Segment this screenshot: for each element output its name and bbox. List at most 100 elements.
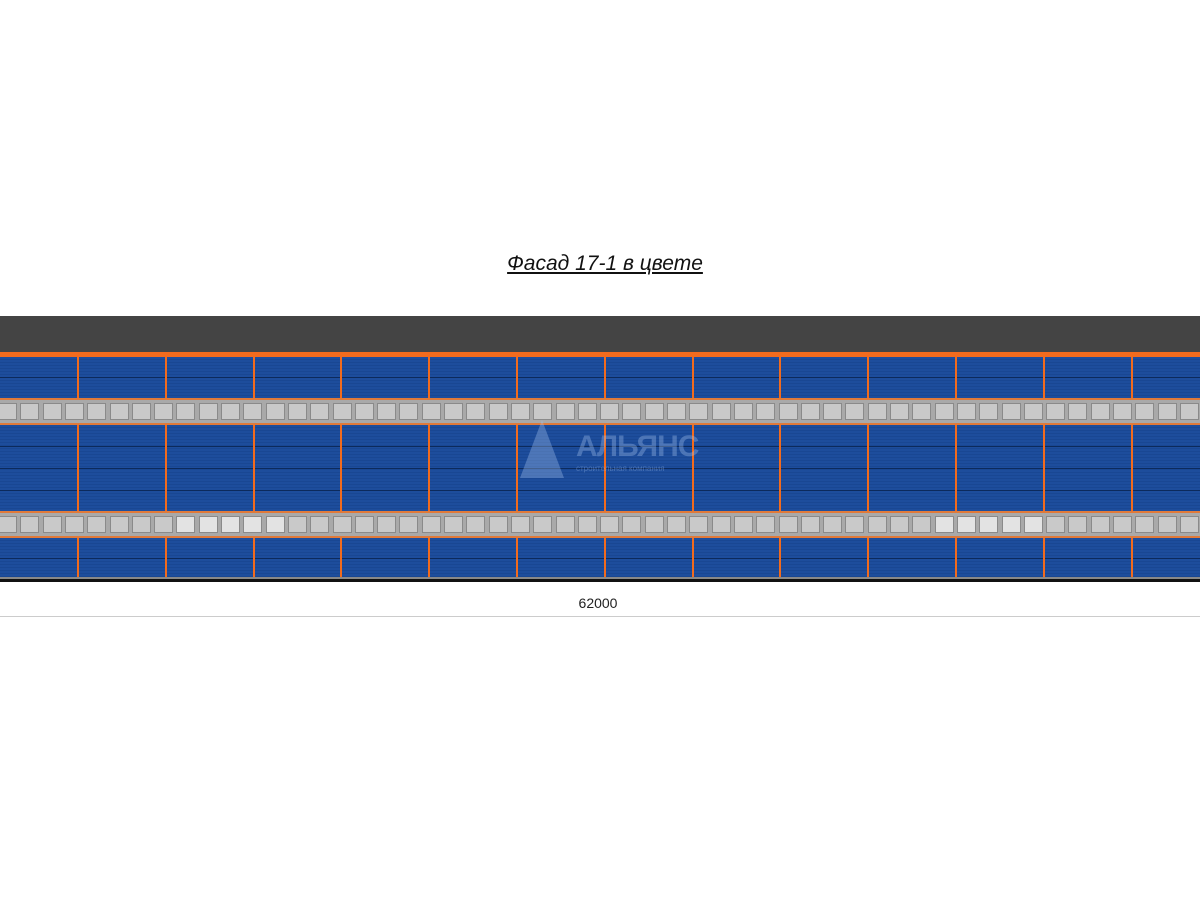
pilaster xyxy=(1042,425,1045,511)
window-pane xyxy=(42,516,62,533)
pilaster xyxy=(252,538,255,577)
pilaster xyxy=(340,425,343,511)
pilaster xyxy=(603,538,606,577)
window-pane xyxy=(800,516,820,533)
window-pane xyxy=(332,516,352,533)
window-strip-upper xyxy=(0,398,1200,425)
window-pane xyxy=(42,403,62,420)
window-pane xyxy=(176,403,196,420)
window-pane xyxy=(711,516,731,533)
window-strip-lower xyxy=(0,511,1200,538)
pilaster xyxy=(516,425,518,511)
window-pane xyxy=(287,403,307,420)
window-pane xyxy=(644,403,664,420)
window-pane xyxy=(845,516,865,533)
pilaster xyxy=(867,538,870,577)
window-pane xyxy=(1135,516,1155,533)
window-pane xyxy=(466,403,486,420)
window-pane xyxy=(87,403,107,420)
ground-line xyxy=(0,579,1200,582)
window-pane xyxy=(644,516,664,533)
pilaster xyxy=(955,425,957,511)
pilaster xyxy=(516,538,518,577)
pilaster xyxy=(428,425,431,511)
window-pane xyxy=(533,516,553,533)
window-pane xyxy=(912,403,932,420)
drawing-title: Фасад 17-1 в цвете xyxy=(507,252,703,275)
watermark-subtitle: строительная компания xyxy=(576,464,665,473)
window-pane xyxy=(354,516,374,533)
window-pane xyxy=(1023,516,1043,533)
window-pane xyxy=(332,403,352,420)
watermark-name: АЛЬЯНС xyxy=(576,430,699,463)
pilaster xyxy=(516,357,518,398)
pilaster xyxy=(428,538,431,577)
window-pane xyxy=(421,516,441,533)
window-pane xyxy=(577,516,597,533)
window-pane xyxy=(243,403,263,420)
pilaster xyxy=(77,357,79,398)
eave-trim xyxy=(0,352,1200,357)
window-pane xyxy=(689,516,709,533)
window-pane xyxy=(756,516,776,533)
window-pane xyxy=(1068,403,1088,420)
window-pane xyxy=(510,403,530,420)
pilaster xyxy=(867,425,870,511)
window-pane xyxy=(800,403,820,420)
window-pane xyxy=(1135,403,1155,420)
window-pane xyxy=(733,403,753,420)
window-pane xyxy=(555,403,575,420)
window-pane xyxy=(444,516,463,533)
window-pane xyxy=(131,516,151,533)
pilaster xyxy=(779,357,782,398)
window-pane xyxy=(778,516,798,533)
window-pane xyxy=(845,403,865,420)
window-pane xyxy=(956,516,976,533)
window-pane xyxy=(667,403,686,420)
pilaster xyxy=(77,425,79,511)
window-pane xyxy=(198,403,218,420)
pilaster xyxy=(955,538,957,577)
pilaster xyxy=(340,538,343,577)
window-pane xyxy=(600,403,620,420)
window-pane xyxy=(1046,403,1066,420)
window-pane xyxy=(979,516,999,533)
window-pane xyxy=(64,403,84,420)
window-pane xyxy=(466,516,486,533)
pilaster xyxy=(603,357,606,398)
window-pane xyxy=(154,516,174,533)
pilaster xyxy=(340,357,343,398)
window-pane xyxy=(1179,403,1199,420)
pilaster xyxy=(428,357,431,398)
window-pane xyxy=(577,403,597,420)
pilaster xyxy=(691,425,694,511)
window-pane xyxy=(1179,516,1199,533)
window-pane xyxy=(377,516,397,533)
window-pane xyxy=(1001,516,1021,533)
pilaster xyxy=(77,538,79,577)
pilaster xyxy=(1130,538,1133,577)
pilaster xyxy=(1042,538,1045,577)
pilaster xyxy=(955,357,957,398)
pilaster xyxy=(1130,357,1133,398)
pilaster xyxy=(603,425,606,511)
window-pane xyxy=(756,403,776,420)
window-pane xyxy=(1090,516,1110,533)
window-pane xyxy=(622,403,642,420)
window-pane xyxy=(131,403,151,420)
window-pane xyxy=(890,516,909,533)
window-pane xyxy=(87,516,107,533)
window-pane xyxy=(399,403,419,420)
window-pane xyxy=(20,516,40,533)
pilaster xyxy=(779,425,782,511)
window-pane xyxy=(265,403,285,420)
wall-band-middle xyxy=(0,425,1200,511)
window-pane xyxy=(399,516,419,533)
window-pane xyxy=(956,403,976,420)
window-pane xyxy=(867,403,887,420)
pilaster xyxy=(867,357,870,398)
pilaster xyxy=(779,538,782,577)
roof xyxy=(0,316,1200,353)
window-pane xyxy=(488,403,508,420)
window-pane xyxy=(890,403,909,420)
